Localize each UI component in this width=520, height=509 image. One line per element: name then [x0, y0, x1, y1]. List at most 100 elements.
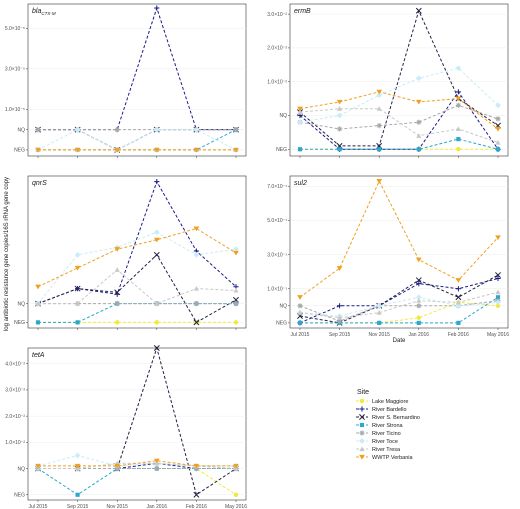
data-point	[376, 302, 383, 309]
data-point	[297, 295, 303, 300]
data-point	[114, 289, 121, 296]
y-tick-label: 1.0×10⁻²	[5, 440, 25, 446]
legend-item: Lake Maggiore	[356, 398, 408, 405]
data-point	[376, 123, 382, 129]
data-point	[153, 229, 160, 236]
data-point	[415, 257, 422, 263]
data-point	[455, 294, 462, 301]
series-line	[299, 179, 499, 298]
data-point	[336, 99, 343, 105]
data-point	[455, 65, 462, 72]
series-wwtp-verbania	[297, 89, 501, 132]
data-point	[233, 127, 239, 133]
data-point	[114, 267, 120, 272]
x-tick-label: May 2016	[487, 332, 509, 338]
series-line	[37, 231, 237, 304]
series-line	[300, 138, 499, 150]
series-river-tresa	[297, 106, 501, 145]
data-point	[455, 278, 462, 283]
series-river-tresa	[297, 289, 501, 320]
data-point	[455, 126, 461, 132]
data-point	[35, 127, 41, 133]
series-line	[299, 296, 499, 317]
data-point	[495, 147, 501, 152]
data-point	[495, 303, 501, 309]
data-point	[74, 251, 81, 258]
diamond-icon	[359, 438, 365, 444]
square-icon	[359, 422, 365, 428]
data-point	[154, 179, 160, 185]
y-tick-label: 3.0×10⁻⁵	[5, 67, 25, 73]
data-point	[75, 301, 81, 306]
data-point	[416, 280, 422, 287]
y-tick-label: 5.0×10⁻⁵	[5, 26, 25, 32]
y-tick-label: NQ	[18, 466, 26, 472]
legend-item: River Tresa	[356, 446, 401, 453]
data-point	[415, 7, 422, 14]
data-point	[416, 315, 422, 320]
data-point	[233, 492, 239, 497]
data-point	[297, 147, 303, 152]
panel-frame	[27, 3, 247, 157]
x-tick-label: Feb 2016	[448, 332, 469, 338]
data-point	[455, 302, 462, 309]
data-point	[376, 92, 383, 99]
legend-title: Site	[357, 389, 369, 396]
data-point	[336, 112, 343, 119]
data-point	[455, 102, 461, 108]
data-point	[415, 75, 422, 82]
data-point	[495, 116, 501, 122]
data-point	[377, 320, 382, 325]
series-wwtp-verbania	[297, 179, 501, 300]
series-wwtp-verbania	[35, 458, 239, 469]
data-point	[74, 126, 81, 133]
data-point	[495, 235, 501, 241]
data-point	[233, 320, 239, 325]
data-point	[495, 102, 501, 109]
y-tick-label: NEG	[14, 320, 25, 326]
data-point	[35, 463, 41, 469]
data-point	[456, 137, 461, 142]
data-point	[114, 127, 120, 133]
data-point	[153, 126, 160, 133]
x-tick-label: Jan 2016	[409, 332, 430, 338]
data-point	[114, 301, 120, 307]
data-point	[153, 147, 160, 153]
y-tick-label: 2.0×10⁻²	[5, 414, 25, 420]
data-point	[455, 96, 462, 102]
data-point	[193, 126, 200, 133]
data-point	[495, 139, 501, 145]
data-point	[154, 5, 160, 11]
series-line	[299, 9, 499, 147]
y-tick-label: 3.0×10⁻¹	[267, 252, 287, 258]
panel-title: blaCTX-M	[32, 8, 56, 16]
data-point	[455, 89, 461, 95]
series-line	[37, 228, 237, 288]
series-river-toce	[297, 65, 501, 126]
data-point	[495, 299, 501, 306]
series-line	[299, 274, 499, 324]
data-point	[153, 345, 160, 351]
legend-item: River S. Bernardino	[356, 414, 420, 421]
panel-5: NEG NQ 1.0×10⁻² 2.0×10⁻² 3.0×10⁻² 4.0×10⁻² Jul…	[5, 345, 247, 509]
data-point	[233, 147, 239, 153]
panel-title: sul2	[294, 180, 307, 187]
data-point	[193, 147, 200, 153]
panel-3: NEG NQ qnrS	[14, 175, 247, 330]
data-point	[416, 147, 421, 152]
x-tick-label: Sep 2015	[329, 332, 351, 338]
x-tick-label: Feb 2016	[186, 504, 207, 509]
legend-label: River Toce	[372, 439, 398, 445]
series-line	[299, 277, 499, 324]
y-tick-label: NEG	[14, 492, 25, 498]
data-point	[233, 246, 239, 253]
data-point	[337, 303, 343, 309]
data-point	[153, 251, 160, 258]
data-point	[74, 463, 81, 469]
y-tick-label: 3.0×10⁻²	[267, 12, 287, 18]
panel-1: NEG NQ 1.0×10⁻⁵ 3.0×10⁻⁵ 5.0×10⁻⁵ blaCTX-M	[5, 3, 247, 158]
data-point	[416, 298, 422, 303]
y-tick-label: 3.0×10⁻²	[5, 388, 25, 394]
y-tick-label: NEG	[276, 147, 287, 153]
data-point	[455, 286, 461, 292]
